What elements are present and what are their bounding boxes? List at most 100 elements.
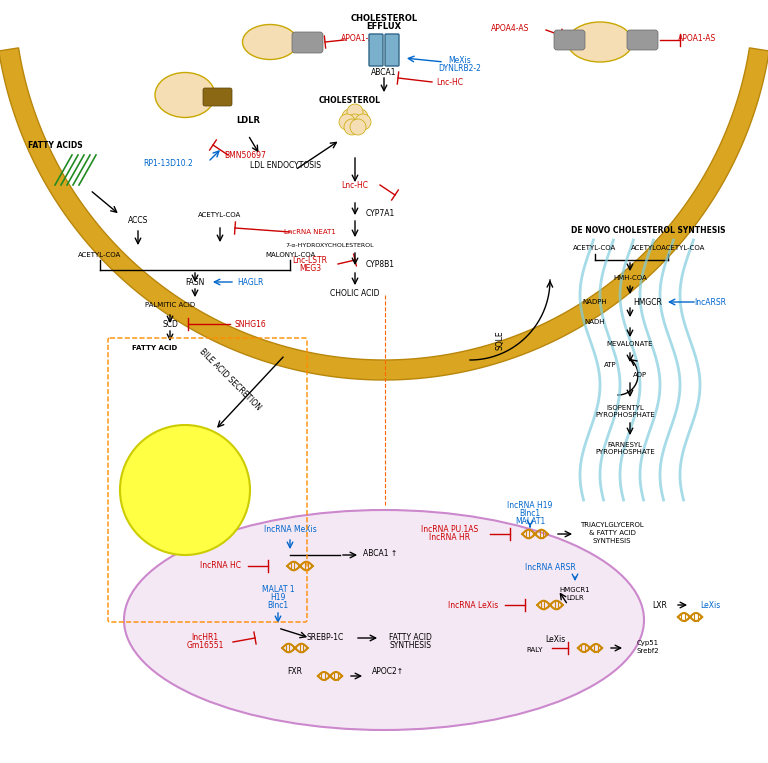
- Text: ABCA1: ABCA1: [371, 67, 397, 76]
- FancyBboxPatch shape: [385, 34, 399, 66]
- Text: ISOPENTYL: ISOPENTYL: [606, 405, 644, 411]
- FancyBboxPatch shape: [292, 32, 323, 53]
- Text: HMGCR1: HMGCR1: [560, 587, 591, 593]
- Text: DE NOVO CHOLESTEROL SYNTHESIS: DE NOVO CHOLESTEROL SYNTHESIS: [571, 226, 725, 234]
- Circle shape: [339, 114, 355, 130]
- Text: Lnc-LSTR: Lnc-LSTR: [293, 256, 327, 265]
- Ellipse shape: [124, 510, 644, 730]
- Text: Cyp51: Cyp51: [637, 640, 659, 646]
- Text: APOA1: APOA1: [634, 37, 652, 43]
- Text: PYROPHOSPHATE: PYROPHOSPHATE: [595, 449, 655, 455]
- Text: BInc1: BInc1: [267, 601, 289, 610]
- Text: ADP: ADP: [633, 372, 647, 378]
- Text: SYNTHESIS: SYNTHESIS: [593, 538, 631, 544]
- Text: SCD: SCD: [162, 320, 178, 329]
- Circle shape: [347, 104, 363, 120]
- Text: IncARSR: IncARSR: [694, 298, 726, 307]
- Circle shape: [350, 119, 366, 135]
- Ellipse shape: [155, 72, 215, 118]
- Text: LXR: LXR: [653, 600, 667, 610]
- Text: RP1-13D10.2: RP1-13D10.2: [143, 159, 193, 168]
- Text: & FATTY ACID: & FATTY ACID: [588, 530, 635, 536]
- Text: Lnc-HC: Lnc-HC: [342, 181, 369, 189]
- Text: MALAT1: MALAT1: [515, 517, 545, 526]
- Text: FATTY ACID: FATTY ACID: [132, 345, 177, 351]
- Text: Gm16551: Gm16551: [187, 642, 223, 651]
- Text: HDL: HDL: [259, 37, 277, 47]
- Text: LDL: LDL: [175, 89, 191, 98]
- FancyBboxPatch shape: [627, 30, 658, 50]
- Text: CHOLIC ACID: CHOLIC ACID: [330, 288, 379, 298]
- Text: 7-α-HYDROXYCHOLESTEROL: 7-α-HYDROXYCHOLESTEROL: [286, 243, 374, 247]
- Text: APOA4-AS: APOA4-AS: [491, 24, 529, 33]
- Text: Lnc-HC: Lnc-HC: [436, 78, 464, 86]
- Text: ACETYLOACETYL-COA: ACETYLOACETYL-COA: [631, 245, 705, 251]
- Text: lncRNA PU.1AS: lncRNA PU.1AS: [422, 526, 478, 535]
- FancyBboxPatch shape: [203, 88, 232, 106]
- Circle shape: [352, 109, 368, 125]
- Text: HMH-COA: HMH-COA: [613, 275, 647, 281]
- FancyBboxPatch shape: [554, 30, 585, 50]
- Text: CHOLESTEROL: CHOLESTEROL: [319, 95, 381, 105]
- Text: RALY: RALY: [527, 647, 543, 653]
- Text: APOB: APOB: [210, 95, 224, 99]
- Text: CHOLESTEROL: CHOLESTEROL: [350, 14, 418, 22]
- Circle shape: [355, 114, 371, 130]
- Text: BILE ACID SECRETION: BILE ACID SECRETION: [197, 347, 263, 413]
- Text: NADPH: NADPH: [583, 299, 607, 305]
- Ellipse shape: [243, 24, 297, 60]
- Text: CYP7A1: CYP7A1: [366, 208, 395, 217]
- Text: APOA1-AS: APOA1-AS: [341, 34, 379, 43]
- Circle shape: [342, 109, 358, 125]
- Text: ACETYL-COA: ACETYL-COA: [574, 245, 617, 251]
- Text: lncRNA H19: lncRNA H19: [508, 501, 553, 510]
- Text: HDL: HDL: [589, 37, 607, 47]
- Text: PYROPHOSPHATE: PYROPHOSPHATE: [595, 412, 655, 418]
- Text: ACETYL-COA: ACETYL-COA: [198, 212, 242, 218]
- Text: APOA1: APOA1: [561, 37, 579, 43]
- Text: BILE: BILE: [171, 485, 198, 495]
- Text: CYP8B1: CYP8B1: [366, 259, 395, 269]
- Text: LeXis: LeXis: [700, 600, 720, 610]
- Text: SNHG16: SNHG16: [234, 320, 266, 329]
- Text: ACCS: ACCS: [127, 215, 148, 224]
- Ellipse shape: [14, 40, 754, 720]
- Text: MEG3: MEG3: [299, 263, 321, 272]
- Text: lncHR1: lncHR1: [191, 633, 219, 642]
- Text: lncRNA MeXis: lncRNA MeXis: [263, 526, 316, 535]
- Text: SYNTHESIS: SYNTHESIS: [389, 642, 431, 651]
- Text: ATP: ATP: [604, 362, 616, 368]
- Text: BMN50697: BMN50697: [224, 150, 266, 159]
- Circle shape: [120, 425, 250, 555]
- FancyBboxPatch shape: [369, 34, 383, 66]
- Text: MEVALONATE: MEVALONATE: [607, 341, 654, 347]
- Text: EFFLUX: EFFLUX: [366, 21, 402, 31]
- Text: APOC2↑: APOC2↑: [372, 668, 404, 677]
- Text: ACETYL-COA: ACETYL-COA: [78, 252, 121, 258]
- Text: FASN: FASN: [185, 278, 205, 286]
- Text: MALAT 1: MALAT 1: [262, 585, 294, 594]
- Text: APOA1: APOA1: [299, 40, 317, 46]
- Text: NADH: NADH: [584, 319, 605, 325]
- Text: ABCA1 ↑: ABCA1 ↑: [362, 549, 397, 558]
- Text: lncRNA LeXis: lncRNA LeXis: [448, 600, 498, 610]
- Text: lncRNA HR: lncRNA HR: [429, 533, 471, 542]
- Text: H19: H19: [270, 594, 286, 603]
- Text: BInc1: BInc1: [519, 508, 541, 517]
- Text: MALONYL-COA: MALONYL-COA: [265, 252, 315, 258]
- Text: FATTY ACID: FATTY ACID: [389, 633, 432, 642]
- Text: LDLR: LDLR: [236, 115, 260, 124]
- Text: LDL ENDOCYTOSIS: LDL ENDOCYTOSIS: [250, 160, 320, 169]
- Circle shape: [347, 114, 363, 130]
- Text: lncRNA HC: lncRNA HC: [200, 562, 240, 571]
- Ellipse shape: [568, 22, 633, 62]
- Polygon shape: [0, 48, 768, 380]
- Text: HAGLR: HAGLR: [237, 278, 263, 286]
- Text: SQLE: SQLE: [495, 330, 505, 349]
- Text: LeXis: LeXis: [545, 636, 565, 645]
- Text: SREBP-1C: SREBP-1C: [306, 633, 343, 642]
- Text: LDLR: LDLR: [566, 595, 584, 601]
- Text: DYNLRB2-2: DYNLRB2-2: [439, 63, 482, 72]
- Text: Srebf2: Srebf2: [637, 648, 659, 654]
- Text: APOA1-AS: APOA1-AS: [678, 34, 716, 43]
